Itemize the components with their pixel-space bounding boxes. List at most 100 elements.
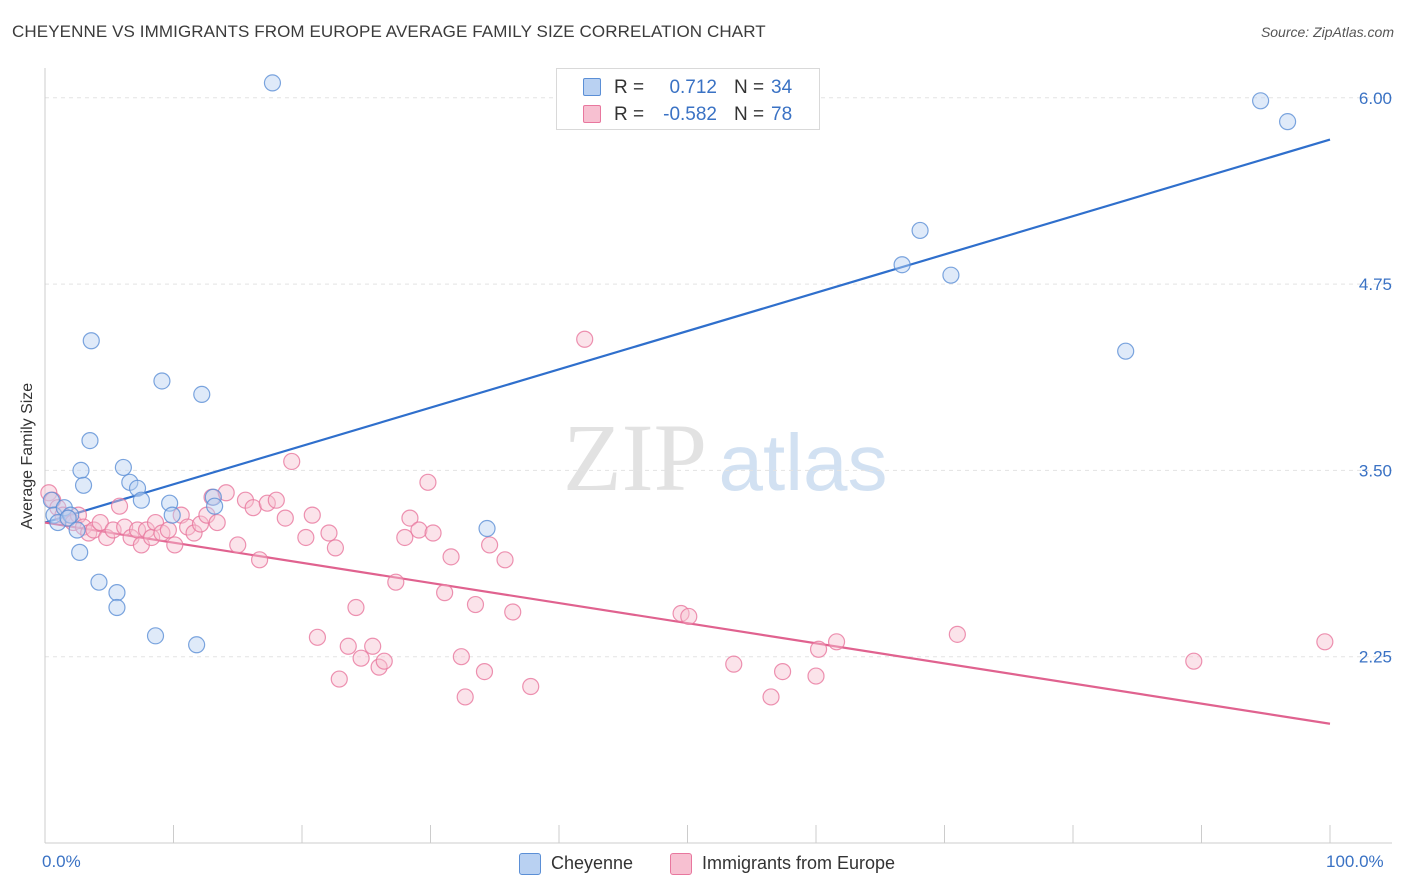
data-point bbox=[263, 74, 282, 92]
data-point bbox=[179, 518, 197, 536]
chart-title: CHEYENNE VS IMMIGRANTS FROM EUROPE AVERA… bbox=[12, 22, 766, 41]
data-point bbox=[283, 452, 301, 471]
data-point bbox=[308, 628, 327, 646]
data-point bbox=[347, 598, 365, 617]
data-point bbox=[424, 524, 442, 542]
data-point bbox=[217, 484, 235, 502]
data-point bbox=[81, 431, 99, 450]
data-point bbox=[108, 584, 126, 602]
data-point bbox=[576, 330, 594, 348]
data-point bbox=[74, 476, 93, 494]
data-point bbox=[326, 539, 345, 557]
x-tick-min: 0.0% bbox=[42, 852, 81, 871]
data-point bbox=[504, 603, 522, 621]
r-value: -0.582 bbox=[663, 104, 717, 125]
series-legend: Cheyenne Immigrants from Europe bbox=[0, 851, 1406, 877]
data-point bbox=[1278, 113, 1297, 131]
data-point bbox=[807, 667, 825, 685]
data-point bbox=[132, 491, 150, 509]
data-point bbox=[1252, 92, 1270, 110]
data-point bbox=[478, 519, 496, 538]
data-point bbox=[244, 499, 262, 517]
watermark-zip: ZIP bbox=[563, 404, 707, 511]
data-point bbox=[42, 491, 61, 509]
source-label: Source: ZipAtlas.com bbox=[1260, 24, 1394, 40]
data-point bbox=[375, 652, 393, 670]
data-point bbox=[297, 528, 315, 547]
data-point bbox=[809, 640, 828, 658]
data-point bbox=[193, 385, 211, 403]
data-point bbox=[387, 573, 405, 591]
data-point bbox=[59, 509, 77, 527]
data-point bbox=[330, 670, 348, 688]
cheyenne-swatch bbox=[519, 853, 541, 875]
data-point bbox=[71, 543, 89, 561]
data-point bbox=[116, 518, 134, 536]
grid-lines bbox=[45, 97, 1392, 658]
data-point bbox=[188, 636, 206, 654]
y-tick-label: 6.00 bbox=[1359, 89, 1392, 108]
data-point bbox=[185, 524, 203, 542]
y-tick-labels: 2.25 3.50 4.75 6.00 bbox=[1359, 89, 1392, 667]
data-point bbox=[352, 649, 370, 667]
data-point bbox=[680, 607, 698, 626]
data-point bbox=[82, 332, 100, 350]
data-point bbox=[481, 536, 499, 554]
data-point bbox=[250, 551, 269, 569]
data-point bbox=[208, 513, 226, 532]
data-point bbox=[159, 521, 177, 539]
trend-lines bbox=[44, 138, 1331, 725]
immigrants-swatch bbox=[670, 853, 692, 875]
data-point bbox=[522, 677, 540, 696]
data-point bbox=[1316, 633, 1334, 651]
data-point bbox=[303, 506, 321, 524]
y-tick-label: 4.75 bbox=[1359, 275, 1392, 294]
data-point bbox=[339, 637, 357, 655]
watermark-atlas: atlas bbox=[719, 418, 888, 507]
data-point bbox=[1185, 652, 1203, 670]
data-point bbox=[146, 513, 165, 532]
data-point bbox=[1117, 342, 1135, 360]
data-point bbox=[206, 497, 224, 515]
legend-label: Immigrants from Europe bbox=[702, 853, 896, 873]
data-point bbox=[90, 573, 108, 591]
data-point bbox=[91, 513, 109, 532]
data-point bbox=[364, 637, 382, 655]
data-point bbox=[204, 488, 222, 506]
data-point bbox=[146, 627, 165, 645]
data-point bbox=[436, 584, 454, 602]
data-point bbox=[166, 536, 184, 554]
r-label: R = bbox=[614, 77, 645, 98]
data-point bbox=[410, 521, 428, 539]
data-point bbox=[893, 256, 911, 274]
data-point bbox=[49, 513, 67, 532]
data-point bbox=[229, 536, 247, 554]
data-point bbox=[68, 521, 86, 539]
data-point bbox=[496, 551, 514, 569]
legend-row-immigrants: R = -0.582 N = 78 bbox=[557, 101, 819, 127]
n-value: 78 bbox=[771, 104, 793, 125]
data-point bbox=[267, 491, 285, 509]
data-point bbox=[72, 461, 90, 480]
data-point bbox=[108, 598, 126, 617]
data-point bbox=[911, 221, 929, 240]
axes bbox=[44, 68, 1392, 844]
data-point bbox=[110, 497, 129, 515]
data-point bbox=[401, 509, 419, 527]
cheyenne-swatch bbox=[583, 78, 601, 96]
data-point bbox=[114, 458, 132, 477]
data-point bbox=[442, 548, 460, 566]
data-point bbox=[466, 595, 485, 614]
n-label: N = bbox=[734, 77, 765, 98]
data-point bbox=[419, 473, 437, 491]
data-point bbox=[948, 625, 966, 643]
data-point bbox=[942, 266, 960, 284]
trend-line bbox=[44, 521, 1331, 725]
data-point bbox=[153, 372, 171, 390]
immigrants-swatch bbox=[583, 105, 601, 123]
data-point bbox=[191, 515, 210, 533]
data-point bbox=[163, 506, 181, 524]
n-label: N = bbox=[734, 104, 765, 125]
data-point bbox=[452, 648, 470, 666]
